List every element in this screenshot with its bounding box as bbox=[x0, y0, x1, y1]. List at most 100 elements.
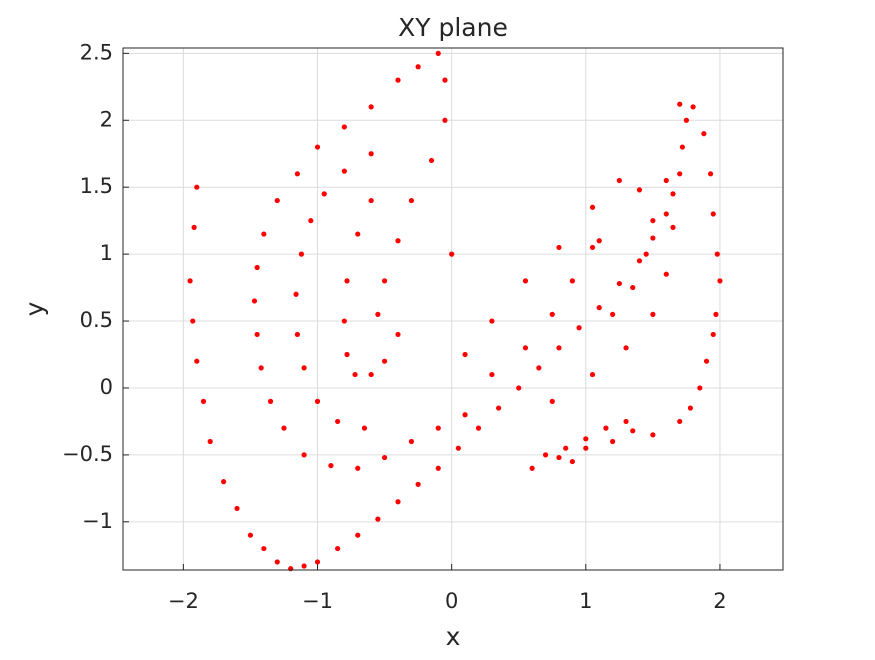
point bbox=[589, 371, 596, 378]
point bbox=[489, 371, 495, 378]
point bbox=[408, 438, 415, 445]
point bbox=[643, 251, 649, 257]
y-tick-label: 1.5 bbox=[80, 174, 113, 198]
point bbox=[368, 197, 374, 204]
point bbox=[355, 231, 361, 237]
point bbox=[677, 418, 683, 425]
point bbox=[314, 144, 321, 150]
plot-area bbox=[123, 48, 783, 570]
point bbox=[596, 305, 602, 311]
x-tick-label: −2 bbox=[168, 589, 199, 613]
point bbox=[677, 101, 683, 107]
point bbox=[261, 231, 267, 237]
point bbox=[677, 171, 683, 177]
point bbox=[576, 325, 582, 331]
point bbox=[455, 445, 461, 451]
point bbox=[267, 398, 274, 404]
chart-title: XY plane bbox=[398, 13, 508, 42]
point bbox=[308, 218, 314, 224]
point bbox=[713, 311, 719, 317]
point bbox=[368, 151, 374, 157]
point bbox=[489, 318, 495, 324]
point bbox=[341, 124, 347, 130]
point bbox=[701, 131, 707, 137]
point bbox=[395, 238, 401, 244]
point bbox=[258, 365, 264, 371]
point bbox=[449, 251, 455, 257]
point bbox=[556, 345, 562, 351]
point bbox=[408, 197, 415, 204]
point bbox=[415, 64, 421, 70]
point bbox=[650, 311, 656, 317]
point bbox=[200, 398, 207, 404]
point bbox=[281, 425, 287, 431]
point bbox=[234, 505, 240, 512]
x-axis-label: x bbox=[446, 622, 461, 651]
point bbox=[395, 331, 401, 338]
point bbox=[616, 280, 622, 287]
point bbox=[381, 278, 388, 284]
point bbox=[328, 463, 334, 469]
point bbox=[435, 425, 441, 431]
point bbox=[352, 371, 358, 378]
point bbox=[603, 425, 609, 431]
point bbox=[341, 168, 347, 174]
point bbox=[335, 418, 341, 425]
point bbox=[254, 264, 260, 271]
point bbox=[563, 445, 569, 451]
point bbox=[381, 454, 388, 461]
point bbox=[536, 365, 542, 371]
point bbox=[254, 331, 260, 338]
point bbox=[683, 117, 690, 123]
point bbox=[344, 351, 350, 358]
point bbox=[697, 385, 703, 391]
point bbox=[556, 244, 562, 251]
y-tick-label: 1 bbox=[100, 241, 113, 265]
point bbox=[670, 191, 676, 197]
y-tick-label: 2 bbox=[100, 107, 113, 131]
point bbox=[610, 311, 616, 317]
point bbox=[583, 445, 589, 451]
point bbox=[314, 559, 321, 565]
y-tick-label: 0.5 bbox=[80, 308, 113, 332]
point bbox=[375, 311, 381, 317]
point bbox=[636, 187, 643, 193]
point bbox=[301, 452, 307, 458]
point bbox=[187, 278, 193, 284]
point bbox=[274, 559, 280, 565]
point bbox=[623, 345, 629, 351]
point bbox=[707, 171, 714, 177]
point bbox=[301, 365, 307, 371]
point bbox=[636, 258, 643, 264]
point bbox=[496, 405, 502, 411]
x-tick-label: −1 bbox=[302, 589, 333, 613]
point bbox=[293, 291, 299, 297]
point bbox=[475, 425, 482, 431]
point bbox=[569, 278, 575, 284]
point bbox=[516, 385, 522, 391]
y-tick-label: −1 bbox=[82, 509, 113, 533]
point bbox=[442, 77, 448, 83]
x-tick-label: 2 bbox=[713, 589, 726, 613]
point bbox=[221, 479, 227, 485]
point bbox=[298, 251, 305, 257]
point bbox=[710, 331, 716, 338]
x-tick-label: 1 bbox=[579, 589, 592, 613]
axes-box bbox=[122, 47, 784, 571]
point bbox=[368, 371, 374, 378]
point bbox=[556, 454, 562, 461]
point bbox=[375, 516, 381, 522]
point bbox=[549, 398, 555, 404]
y-tick-label: −0.5 bbox=[62, 442, 113, 466]
point bbox=[569, 458, 575, 465]
point bbox=[355, 465, 361, 471]
point bbox=[623, 418, 629, 425]
point bbox=[435, 50, 441, 56]
y-tick-label: 0 bbox=[100, 375, 113, 399]
point bbox=[589, 204, 596, 210]
point bbox=[321, 191, 327, 197]
point bbox=[650, 218, 656, 224]
point bbox=[522, 345, 529, 351]
point bbox=[395, 77, 401, 83]
point bbox=[368, 104, 374, 110]
